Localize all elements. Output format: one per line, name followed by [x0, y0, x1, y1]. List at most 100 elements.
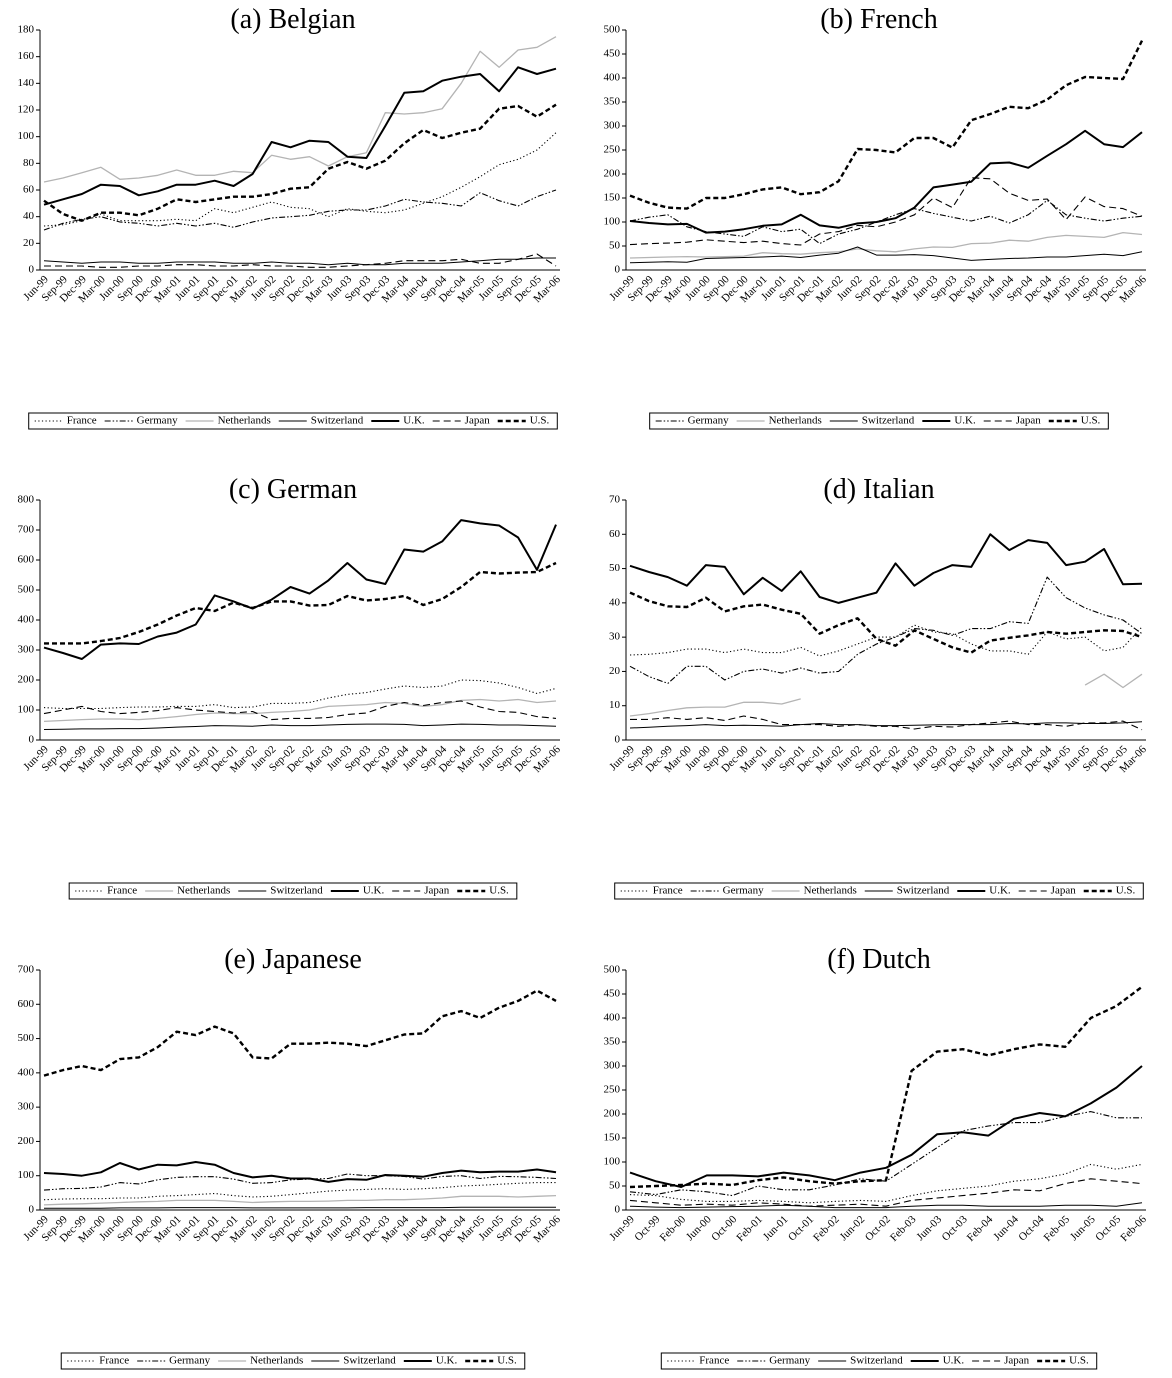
legend-label: Switzerland	[897, 885, 950, 897]
y-tick-label: 100	[18, 130, 35, 142]
series-line	[43, 103, 557, 222]
x-tick-label: Oct-01	[786, 1213, 816, 1243]
legend-label: U.S.	[497, 1355, 517, 1367]
y-tick-label: 200	[604, 1108, 621, 1120]
series-line	[44, 1206, 556, 1209]
y-tick-label: 300	[604, 1060, 621, 1072]
legend: France Netherlands Switzerland U.K. Japan U.S…	[68, 882, 518, 900]
legend-label: Switzerland	[311, 415, 364, 427]
legend: France Germany Netherlands Switzerland U.K. J…	[614, 882, 1144, 900]
chart-panel: (a) Belgian020406080100120140160180Jun-9…	[18, 4, 563, 430]
y-tick-label: 0	[615, 264, 621, 276]
chart-panel: (f) Dutch 0 50 100 150 200 250 300 350 400 450 500 J…	[604, 944, 1149, 1370]
series-line	[629, 1065, 1143, 1188]
y-tick-label: 160	[18, 50, 35, 62]
series-line	[43, 189, 557, 231]
y-tick-label: 100	[18, 1169, 35, 1181]
y-tick-label: 140	[18, 77, 35, 89]
x-tick-label: Oct-99	[632, 1213, 662, 1243]
y-tick-label: 50	[609, 1180, 621, 1192]
y-tick-label: 100	[18, 704, 35, 716]
y-tick-label: 0	[615, 1204, 621, 1216]
x-tick-label: Feb-05	[1042, 1213, 1073, 1244]
series-line	[43, 700, 557, 721]
y-tick-label: 0	[29, 1204, 35, 1216]
series-line	[43, 66, 557, 206]
series-line	[630, 715, 1143, 731]
x-tick-label: Jun-04	[991, 1213, 1021, 1243]
y-tick-label: 120	[18, 104, 35, 116]
legend-label: Germany	[169, 1355, 210, 1367]
y-tick-label: 500	[604, 24, 621, 36]
series-line	[629, 673, 1143, 717]
chart-title: (e) Japanese	[224, 944, 362, 975]
series-line	[629, 1178, 1143, 1207]
series-line	[629, 576, 1143, 684]
chart-title: (b) French	[820, 4, 937, 35]
x-tick-label: Jun-01	[761, 1213, 791, 1243]
y-tick-label: 180	[18, 24, 35, 36]
x-tick-label: Feb-02	[811, 1213, 842, 1244]
y-tick-label: 700	[18, 964, 35, 976]
x-tick-label: Jun-02	[838, 1213, 868, 1243]
y-tick-label: 40	[609, 596, 621, 608]
x-tick-label: Oct-02	[863, 1213, 893, 1243]
series-line	[629, 721, 1143, 729]
legend-label: U.S.	[1069, 1355, 1089, 1367]
legend-label: U.K.	[363, 885, 385, 897]
series-line	[43, 1194, 557, 1206]
y-tick-label: 600	[18, 554, 35, 566]
series-line	[43, 989, 557, 1077]
y-tick-label: 30	[609, 631, 621, 643]
legend: France Germany Switzerland U.K. Japan U.S.	[660, 1352, 1098, 1370]
series-line	[44, 561, 557, 645]
legend-label: U.K.	[943, 1355, 965, 1367]
x-tick-label: Feb-06	[1118, 1213, 1149, 1244]
x-tick-label: Oct-05	[1093, 1213, 1123, 1243]
legend-label: France	[99, 1355, 129, 1367]
y-tick-label: 400	[604, 1012, 621, 1024]
y-tick-label: 60	[609, 528, 621, 540]
legend-label: Netherlands	[177, 885, 230, 897]
legend-box	[60, 1352, 526, 1370]
series-line	[629, 40, 1144, 210]
y-tick-label: 0	[29, 734, 35, 746]
legend-box	[68, 882, 518, 900]
series-line	[43, 698, 557, 723]
series-line	[43, 679, 557, 710]
chart-title: (c) German	[229, 474, 357, 505]
legend-label: Japan	[1016, 415, 1042, 427]
series-line	[629, 231, 1143, 259]
y-tick-label: 10	[609, 699, 621, 711]
y-tick-label: 0	[615, 734, 621, 746]
chart-panel: (e) Japanese0100200300400500600700Jun-99…	[18, 944, 563, 1370]
y-tick-label: 40	[23, 210, 35, 222]
legend-label: Germany	[769, 1355, 810, 1367]
chart-title: (a) Belgian	[230, 4, 355, 35]
x-tick-label: Feb-03	[888, 1213, 919, 1244]
legend-label: Japan	[1004, 1355, 1030, 1367]
legend-label: Switzerland	[343, 1355, 396, 1367]
x-tick-label: Jun-03	[914, 1213, 944, 1243]
x-tick-label: Oct-04	[1016, 1213, 1046, 1243]
series-line	[43, 1182, 556, 1201]
y-tick-label: 600	[18, 998, 35, 1010]
legend: France Germany Netherlands Switzerland U.K. U…	[60, 1352, 526, 1370]
legend-box	[649, 412, 1109, 430]
y-tick-label: 0	[29, 264, 35, 276]
x-tick-label: Jun-99	[607, 1213, 637, 1243]
x-tick-label: Feb-04	[965, 1213, 996, 1244]
chart-panel: (b) French 0 50 100 150 200 250 300 350 400 450 500…	[604, 4, 1149, 430]
legend-label: Germany	[723, 885, 764, 897]
legend-label: Switzerland	[270, 885, 323, 897]
y-tick-label: 700	[18, 524, 35, 536]
y-tick-label: 500	[18, 1032, 35, 1044]
legend-label: France	[653, 885, 683, 897]
y-tick-label: 150	[604, 1132, 621, 1144]
series-line	[43, 723, 557, 730]
legend-label: Japan	[465, 415, 491, 427]
legend-label: France	[107, 885, 137, 897]
series-line	[43, 1161, 557, 1183]
x-tick-label: Oct-03	[940, 1213, 970, 1243]
